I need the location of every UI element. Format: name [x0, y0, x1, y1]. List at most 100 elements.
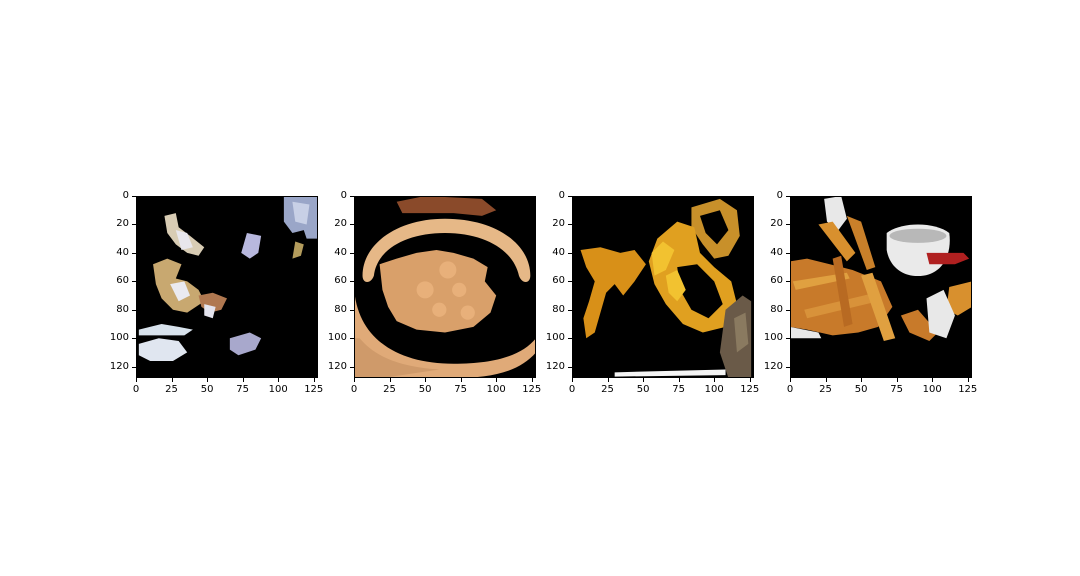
y-tick-label: 0: [558, 190, 565, 201]
y-tick-label: 120: [109, 360, 129, 372]
y-tick-mark: [786, 252, 790, 254]
y-tick-mark: [132, 366, 136, 368]
y-tick-mark: [132, 196, 136, 197]
y-tick-label: 60: [334, 275, 347, 287]
y-tick-label: 80: [116, 303, 129, 315]
x-tick-label: 100: [922, 384, 942, 395]
y-tick-label: 100: [763, 332, 783, 344]
y-tick-mark: [132, 309, 136, 311]
x-tick-mark: [714, 378, 716, 382]
y-tick-mark: [350, 309, 354, 311]
y-tick-mark: [786, 338, 790, 340]
x-tick-label: 50: [854, 384, 868, 395]
y-tick-mark: [350, 196, 354, 197]
y-tick-mark: [786, 309, 790, 311]
y-tick-label: 120: [763, 360, 783, 372]
x-tick-mark: [389, 378, 391, 382]
x-tick-mark: [496, 378, 498, 382]
x-tick-mark: [460, 378, 462, 382]
y-tick-label: 40: [770, 246, 783, 258]
y-tick-label: 0: [122, 190, 129, 201]
y-tick-label: 20: [770, 218, 783, 230]
x-tick-label: 75: [454, 384, 467, 395]
y-tick-mark: [132, 338, 136, 340]
x-tick-label: 0: [350, 384, 358, 395]
image-panel-2: 0 25 50 75 100 125 0 20 40 60 80 100 120: [328, 190, 541, 395]
x-tick-label: 125: [740, 384, 760, 395]
y-tick-mark: [350, 338, 354, 340]
y-tick-label: 120: [327, 360, 347, 372]
x-tick-mark: [354, 378, 355, 382]
x-tick-mark: [171, 378, 173, 382]
x-tick-label: 50: [200, 384, 214, 395]
x-tick-label: 50: [418, 384, 432, 395]
y-tick-mark: [568, 366, 572, 368]
y-tick-mark: [568, 196, 572, 197]
y-tick-label: 100: [109, 332, 129, 344]
x-tick-mark: [643, 378, 645, 382]
y-tick-label: 20: [552, 218, 565, 230]
x-tick-mark: [207, 378, 209, 382]
x-tick-label: 25: [819, 384, 832, 395]
y-tick-mark: [568, 309, 572, 311]
y-tick-mark: [350, 252, 354, 254]
image-panel-4: 0 25 50 75 100 125 0 20 40 60 80 100 120: [764, 190, 977, 395]
segmented-image-2: [354, 196, 536, 378]
image-panel-3: 0 25 50 75 100 125 0 20 40 60 80 100 120: [546, 190, 759, 395]
x-tick-mark: [136, 378, 137, 382]
x-tick-label: 75: [672, 384, 685, 395]
x-tick-mark: [825, 378, 827, 382]
y-tick-label: 60: [552, 275, 565, 287]
x-tick-mark: [932, 378, 934, 382]
x-tick-label: 100: [704, 384, 724, 395]
y-tick-mark: [132, 224, 136, 226]
y-tick-mark: [350, 281, 354, 283]
x-tick-label: 100: [268, 384, 288, 395]
y-tick-mark: [568, 281, 572, 283]
x-tick-label: 50: [636, 384, 650, 395]
y-tick-mark: [568, 252, 572, 254]
y-tick-label: 80: [552, 303, 565, 315]
y-tick-mark: [786, 196, 790, 197]
y-tick-label: 0: [776, 190, 783, 201]
x-tick-mark: [425, 378, 427, 382]
x-tick-label: 100: [486, 384, 506, 395]
y-tick-mark: [786, 281, 790, 283]
y-tick-mark: [132, 281, 136, 283]
x-tick-label: 25: [165, 384, 178, 395]
x-tick-mark: [607, 378, 609, 382]
y-tick-label: 20: [334, 218, 347, 230]
y-tick-label: 80: [770, 303, 783, 315]
segmented-image-4: [790, 196, 972, 378]
x-tick-label: 25: [601, 384, 614, 395]
x-tick-mark: [572, 378, 573, 382]
x-tick-label: 0: [568, 384, 576, 395]
y-tick-label: 60: [116, 275, 129, 287]
x-tick-mark: [678, 378, 680, 382]
x-tick-mark: [861, 378, 863, 382]
y-tick-label: 0: [340, 190, 347, 201]
x-tick-mark: [313, 378, 315, 382]
x-tick-label: 25: [383, 384, 396, 395]
x-tick-mark: [749, 378, 751, 382]
y-tick-mark: [350, 366, 354, 368]
y-tick-mark: [132, 252, 136, 254]
y-tick-label: 20: [116, 218, 129, 230]
x-tick-label: 0: [132, 384, 140, 395]
x-tick-label: 125: [958, 384, 978, 395]
y-tick-label: 40: [552, 246, 565, 258]
segmented-image-1: [136, 196, 318, 378]
y-tick-label: 40: [116, 246, 129, 258]
segmented-image-3: [572, 196, 754, 378]
y-tick-label: 40: [334, 246, 347, 258]
x-tick-label: 75: [890, 384, 903, 395]
x-tick-mark: [967, 378, 969, 382]
y-tick-label: 100: [545, 332, 565, 344]
x-tick-mark: [278, 378, 280, 382]
y-tick-mark: [786, 224, 790, 226]
x-tick-label: 0: [786, 384, 794, 395]
image-panel-1: 0 25 50 75 100 125 0 20 40 60 80 100 120: [110, 190, 323, 395]
y-tick-mark: [350, 224, 354, 226]
y-tick-mark: [568, 224, 572, 226]
y-tick-mark: [786, 366, 790, 368]
